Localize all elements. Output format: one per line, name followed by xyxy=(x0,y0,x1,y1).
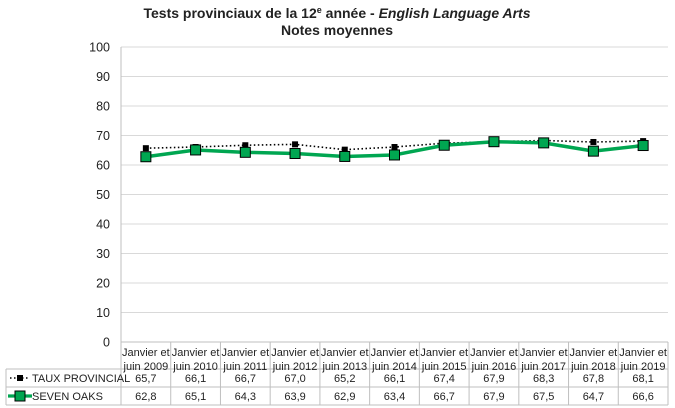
data-label: 67,0 xyxy=(284,373,305,385)
x-tick-label: juin 2017 xyxy=(520,361,566,373)
data-label: 68,3 xyxy=(533,373,554,385)
x-tick-label: Janvier et xyxy=(420,347,468,359)
legend-label: TAUX PROVINCIAL xyxy=(32,373,130,385)
gridlines xyxy=(121,46,668,343)
data-label: 65,7 xyxy=(135,373,156,385)
y-tick-label: 10 xyxy=(96,306,110,320)
series-lines xyxy=(140,136,649,163)
x-tick-label: Janvier et xyxy=(122,347,170,359)
y-tick-label: 30 xyxy=(96,247,110,261)
data-label: 66,7 xyxy=(235,373,256,385)
data-label: 64,7 xyxy=(583,391,604,403)
y-tick-label: 70 xyxy=(96,129,110,143)
data-point xyxy=(389,149,400,161)
data-point xyxy=(341,146,348,153)
y-tick-label: 90 xyxy=(96,70,110,84)
x-tick-label: Janvier et xyxy=(271,347,319,359)
legend-marker xyxy=(17,375,23,381)
data-point xyxy=(190,144,202,156)
x-tick-label: juin 2013 xyxy=(321,361,367,373)
data-label: 67,5 xyxy=(533,391,554,403)
data-label: 63,4 xyxy=(384,391,405,403)
legend-marker xyxy=(14,390,26,402)
data-label: 67,8 xyxy=(583,373,604,385)
x-tick-label: juin 2011 xyxy=(222,361,267,373)
data-label: 67,9 xyxy=(483,373,504,385)
data-point xyxy=(438,139,450,151)
x-tick-label: juin 2012 xyxy=(272,361,318,373)
y-axis-ticks: 0 10 20 30 40 50 60 70 80 90 100 xyxy=(89,41,110,350)
data-label: 62,8 xyxy=(135,391,156,403)
x-tick-label: juin 2019 xyxy=(620,361,666,373)
data-label: 63,9 xyxy=(284,391,305,403)
data-point xyxy=(242,142,249,149)
data-label: 67,9 xyxy=(483,391,504,403)
y-tick-label: 60 xyxy=(96,159,110,173)
data-point xyxy=(590,138,597,145)
data-label: 66,6 xyxy=(632,391,653,403)
y-tick-label: 50 xyxy=(96,188,110,202)
chart-title-line1: Tests provinciaux de la 12e année - Engl… xyxy=(143,5,530,21)
x-tick-label: juin 2010 xyxy=(172,361,218,373)
data-label: 62,9 xyxy=(334,391,355,403)
data-label: 66,1 xyxy=(185,373,206,385)
data-point xyxy=(391,144,398,151)
y-tick-label: 80 xyxy=(96,100,110,114)
x-tick-label: juin 2014 xyxy=(371,361,417,373)
data-label: 66,1 xyxy=(384,373,405,385)
data-point xyxy=(292,141,299,148)
x-tick-label: juin 2016 xyxy=(471,361,517,373)
data-label: 68,1 xyxy=(632,373,653,385)
legend-key-1 xyxy=(8,390,32,402)
x-tick-label: Janvier et xyxy=(371,347,419,359)
data-point xyxy=(140,151,152,163)
data-label: 64,3 xyxy=(235,391,256,403)
y-tick-label: 20 xyxy=(96,277,110,291)
data-point xyxy=(142,145,149,152)
x-tick-label: Janvier et xyxy=(619,347,667,359)
data-point xyxy=(339,150,351,162)
data-label: 65,2 xyxy=(334,373,355,385)
y-tick-label: 40 xyxy=(96,218,110,232)
x-tick-label: Janvier et xyxy=(221,347,269,359)
y-tick-label: 100 xyxy=(89,41,110,55)
x-tick-label: juin 2018 xyxy=(570,361,616,373)
data-point xyxy=(289,147,301,159)
x-tick-label: Janvier et xyxy=(321,347,369,359)
x-tick-label: juin 2015 xyxy=(421,361,467,373)
legend-label: SEVEN OAKS xyxy=(32,391,103,403)
data-point xyxy=(488,136,500,148)
data-point xyxy=(587,145,599,157)
series-1 xyxy=(140,136,649,163)
x-tick-label: Janvier et xyxy=(470,347,518,359)
data-label: 65,1 xyxy=(185,391,206,403)
x-tick-label: Janvier et xyxy=(570,347,618,359)
chart-title-line2: Notes moyennes xyxy=(281,22,393,38)
data-label: 67,4 xyxy=(434,373,455,385)
x-tick-label: juin 2009 xyxy=(123,361,169,373)
data-point xyxy=(637,140,649,152)
data-point xyxy=(239,146,251,158)
data-point xyxy=(538,137,550,149)
y-tick-label: 0 xyxy=(103,336,110,350)
x-tick-label: Janvier et xyxy=(520,347,568,359)
x-tick-label: Janvier et xyxy=(172,347,220,359)
legend-key-0 xyxy=(10,375,30,381)
data-label: 66,7 xyxy=(434,391,455,403)
